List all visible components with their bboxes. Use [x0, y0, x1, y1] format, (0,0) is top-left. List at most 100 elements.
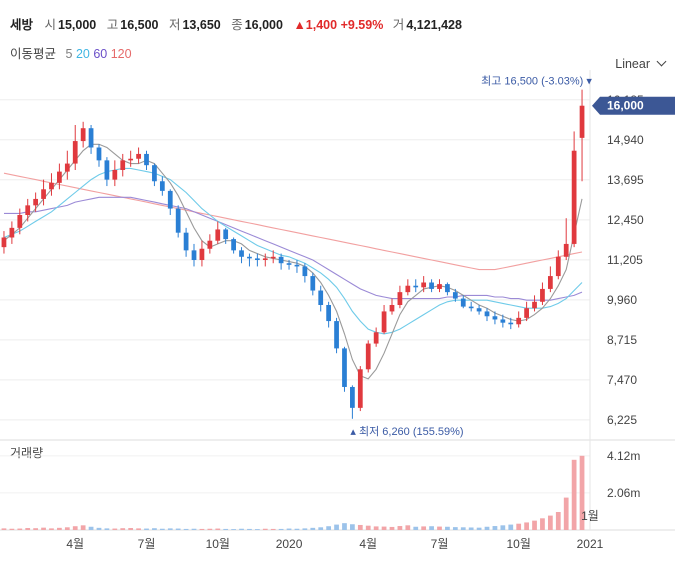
- candle-body: [310, 276, 316, 291]
- quote-header: 세방 시 15,000 고 16,500 저 13,650 종 16,000 ▲1,40…: [10, 14, 469, 33]
- ma-legend-5[interactable]: 5: [65, 47, 73, 61]
- volume-tick-label: 2.06m: [607, 486, 640, 500]
- candle-body: [25, 205, 31, 215]
- volume-bar: [437, 526, 442, 530]
- volume-bar: [57, 527, 62, 530]
- volume-bar: [254, 529, 260, 530]
- volume-bar: [508, 524, 514, 530]
- volume-bar: [413, 526, 419, 530]
- close-value: 16,000: [244, 18, 283, 32]
- candle-body: [302, 266, 308, 277]
- scale-mode-dropdown[interactable]: Linear: [615, 56, 667, 71]
- volume-bar: [41, 527, 46, 530]
- volume-bar: [318, 527, 324, 530]
- candle-body: [191, 250, 197, 260]
- volume-bar: [80, 525, 86, 530]
- volume-bar: [405, 525, 411, 530]
- volume-bar: [571, 459, 577, 530]
- candle-body: [152, 165, 157, 182]
- volume-bar: [286, 528, 292, 530]
- candle-body: [579, 105, 585, 138]
- low-value: 13,650: [182, 18, 221, 32]
- ma-legend-60[interactable]: 60: [93, 47, 108, 61]
- ma120-line: [3, 172, 583, 271]
- candle-body: [278, 256, 284, 264]
- candle-body: [49, 182, 54, 190]
- candle-body: [389, 305, 395, 312]
- ma-legend-title: 이동평균: [10, 47, 57, 61]
- high-value: 16,500: [120, 18, 159, 32]
- low-label: 저: [168, 18, 181, 32]
- price-tick-label: 8,715: [607, 333, 637, 347]
- ma60-line: [4, 196, 583, 301]
- candle-body: [350, 386, 355, 408]
- candle-body: [112, 170, 118, 180]
- price-tick-label: 6,225: [607, 413, 637, 427]
- candle-body: [437, 284, 442, 289]
- candle-body: [413, 285, 419, 288]
- candle-body: [183, 232, 189, 251]
- volume-bar: [239, 528, 244, 530]
- volume-bar: [334, 524, 339, 530]
- candle-body: [254, 258, 260, 260]
- volume-bar: [49, 528, 54, 530]
- volume-bar: [128, 528, 134, 530]
- candle-body: [247, 256, 252, 259]
- max-price-annotation: 최고 16,500 (-3.03%) ▾: [481, 75, 592, 88]
- volume-bar: [445, 526, 450, 530]
- time-tick-label: 4월: [66, 537, 84, 551]
- volume-bar: [302, 528, 308, 530]
- volume-bar: [342, 523, 347, 530]
- candle-body: [159, 181, 165, 191]
- volume-bar: [270, 528, 276, 530]
- time-tick-label: 1월: [581, 509, 599, 523]
- candle-body: [516, 317, 522, 325]
- candle-body: [175, 208, 181, 233]
- candle-body: [500, 319, 506, 323]
- min-price-annotation: ▴ 최저 6,260 (155.59%): [350, 425, 463, 438]
- candle-body: [96, 147, 102, 161]
- candle-body: [136, 153, 141, 159]
- current-price-label: 16,000: [607, 99, 644, 113]
- candle-body: [397, 292, 403, 305]
- volume-bar: [492, 526, 498, 530]
- volume-bar: [555, 512, 561, 530]
- volume-bar: [524, 522, 529, 530]
- volume-bar: [476, 527, 482, 530]
- candle-body: [33, 198, 39, 206]
- volume-bar: [429, 526, 434, 530]
- candle-body: [199, 248, 205, 260]
- candle-body: [270, 256, 276, 259]
- ma-legend-20[interactable]: 20: [75, 47, 90, 61]
- change-value: ▲1,400 +9.59%: [293, 18, 384, 32]
- ma-legend-120[interactable]: 120: [110, 47, 132, 61]
- volume-bar: [350, 524, 355, 530]
- volume-bar: [191, 528, 197, 530]
- candle-body: [88, 128, 94, 148]
- volume-bar: [183, 528, 189, 530]
- volume-bar: [64, 527, 70, 530]
- candle-body: [144, 153, 149, 166]
- time-tick-label: 10월: [206, 537, 230, 551]
- volume-bar: [262, 528, 268, 530]
- candle-body: [468, 306, 474, 309]
- candle-body: [373, 332, 379, 344]
- candle-body: [167, 190, 173, 209]
- candle-body: [452, 292, 458, 299]
- volume-bar: [231, 529, 236, 530]
- candle-body: [57, 171, 62, 183]
- candle-body: [215, 229, 221, 241]
- candle-body: [342, 348, 347, 387]
- high-label: 고: [106, 18, 119, 32]
- time-tick-label: 7월: [431, 537, 449, 551]
- time-tick-label: 4월: [359, 537, 377, 551]
- volume-bar: [357, 524, 363, 530]
- volume-bar: [294, 528, 300, 530]
- price-tick-label: 13,695: [607, 173, 644, 187]
- stock-name: 세방: [10, 18, 34, 32]
- volume-bar: [452, 527, 458, 530]
- volume-bar: [547, 515, 553, 530]
- volume-panel-title: 거래량: [10, 446, 44, 460]
- volume-bar: [207, 528, 213, 530]
